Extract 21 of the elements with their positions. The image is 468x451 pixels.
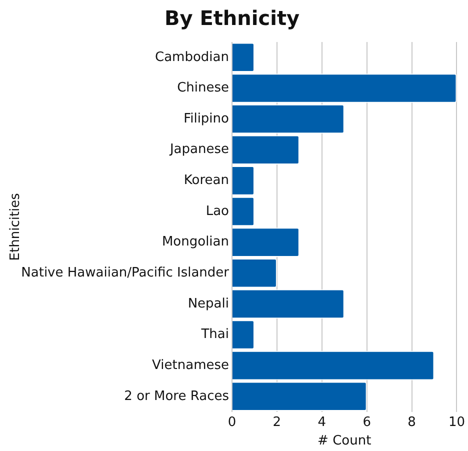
x-tick-label: 6 <box>362 414 371 430</box>
y-tick-label: Filipino <box>184 111 230 126</box>
x-tick-label: 10 <box>448 414 465 430</box>
x-axis-title: # Count <box>318 434 372 449</box>
y-tick-label: Chinese <box>177 80 229 96</box>
y-tick-label: Native Hawaiian/Pacific Islander <box>21 266 230 280</box>
x-tick-label: 8 <box>408 414 416 430</box>
y-tick-label: Japanese <box>168 142 229 158</box>
y-axis-title: Ethnicities <box>8 192 24 261</box>
y-tick-label: Lao <box>206 204 230 219</box>
y-tick-label: Mongolian <box>162 234 229 250</box>
y-tick-label: 2 or More Races <box>124 388 230 404</box>
y-tick-label: Nepali <box>188 296 229 312</box>
x-tick-label: 0 <box>228 414 236 430</box>
chart-title: By Ethnicity <box>164 6 300 30</box>
y-tick-label: Cambodian <box>155 50 229 65</box>
x-tick-label: 2 <box>272 414 282 430</box>
x-tick-label: 4 <box>318 414 326 430</box>
y-tick-label: Thai <box>200 327 229 342</box>
y-tick-label: Vietnamese <box>152 358 229 373</box>
y-tick-label: Korean <box>184 173 229 188</box>
